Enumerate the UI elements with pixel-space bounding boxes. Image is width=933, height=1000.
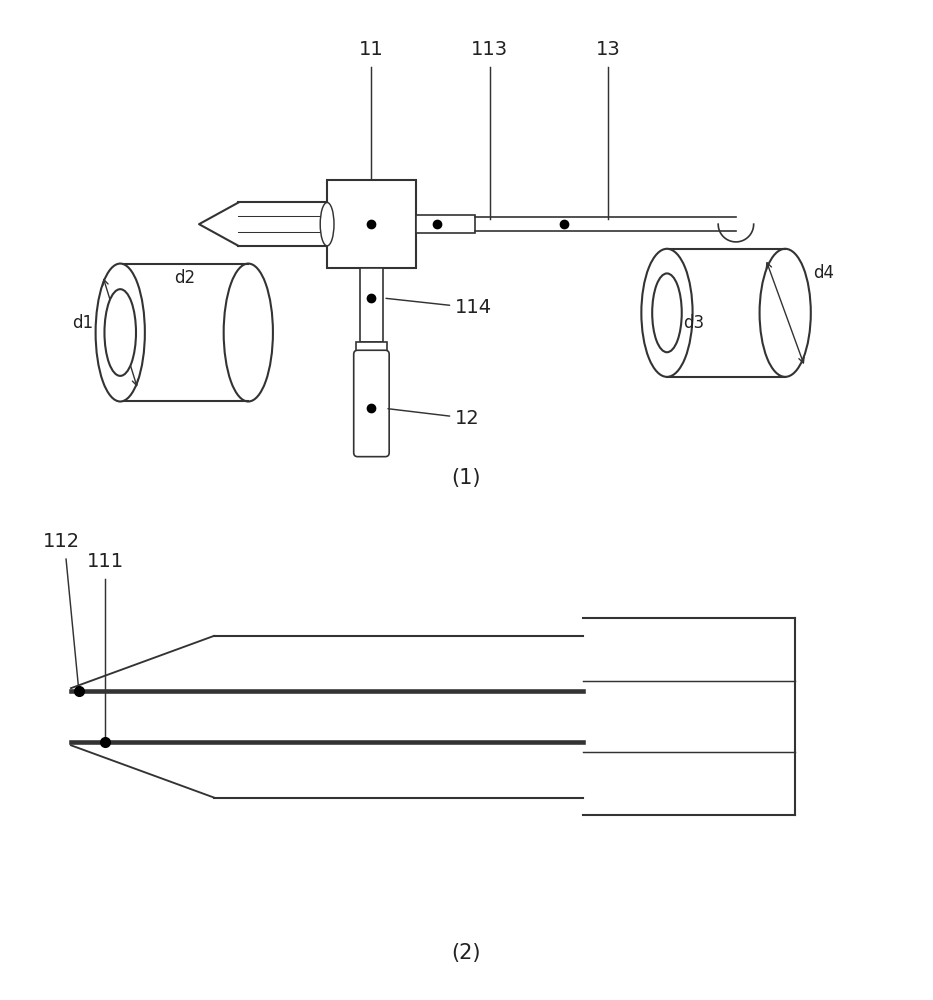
FancyBboxPatch shape [354,350,389,457]
Text: (1): (1) [452,468,480,488]
Text: d2: d2 [174,269,196,287]
Text: 111: 111 [87,552,124,571]
Ellipse shape [320,202,334,246]
Text: 13: 13 [595,40,620,59]
Ellipse shape [224,264,273,401]
Text: 12: 12 [388,409,480,428]
Text: 112: 112 [43,532,79,551]
Ellipse shape [104,289,136,376]
Text: 11: 11 [359,40,383,59]
Bar [355,342,387,354]
Ellipse shape [759,249,811,377]
Bar [359,268,383,342]
Ellipse shape [95,264,145,401]
Text: (2): (2) [452,943,480,963]
Text: d4: d4 [813,264,834,282]
Text: 114: 114 [386,298,493,317]
Bar [416,215,475,233]
Ellipse shape [641,249,692,377]
Text: d3: d3 [683,314,703,332]
Text: d1: d1 [72,314,93,332]
Ellipse shape [652,273,682,352]
Bar [327,180,416,268]
Text: 113: 113 [471,40,508,59]
